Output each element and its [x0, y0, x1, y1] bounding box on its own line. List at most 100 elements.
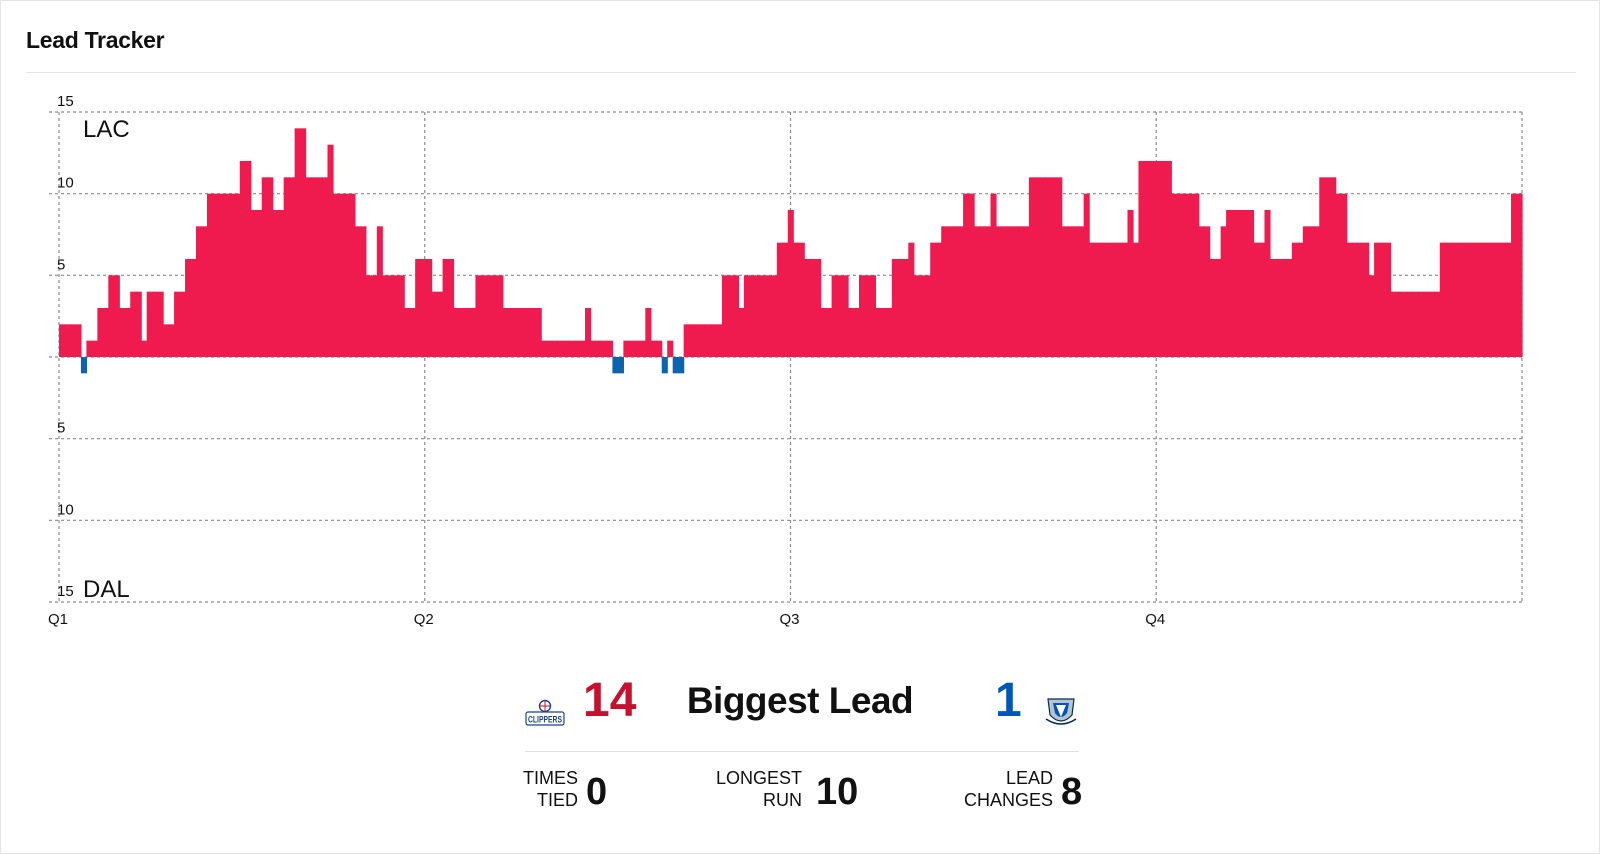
- quarter-label: Q4: [1145, 611, 1165, 628]
- lead-bar-lac: [1078, 226, 1085, 357]
- y-tick-label: 10: [57, 501, 74, 518]
- lead-bar-lac: [639, 340, 646, 357]
- lead-bar-lac: [1379, 242, 1386, 357]
- lead-bar-lac: [1237, 210, 1244, 357]
- lead-bar-lac: [858, 275, 866, 357]
- lead-bar-lac: [272, 210, 279, 357]
- lead-bar-lac: [508, 308, 515, 357]
- lead-bar-lac: [1050, 177, 1057, 357]
- home-biggest-lead: 14: [583, 674, 637, 727]
- lead-bar-lac: [990, 193, 997, 357]
- lead-bar-lac: [228, 193, 235, 357]
- lead-bar-lac: [289, 177, 296, 357]
- lead-bar-lac: [1045, 177, 1052, 357]
- lead-bar-lac: [261, 177, 268, 357]
- lead-bar-lac: [1335, 193, 1342, 357]
- lead-bar-lac: [1275, 259, 1282, 357]
- lead-bar-lac: [530, 308, 537, 357]
- lead-bar-lac: [404, 308, 411, 357]
- lead-bar-lac: [1428, 291, 1435, 357]
- lead-bar-lac: [1187, 193, 1194, 357]
- lead-bar-lac: [234, 193, 241, 357]
- lead-bar-lac: [1434, 291, 1441, 357]
- lead-bar-lac: [535, 308, 542, 357]
- lead-bar-lac: [513, 308, 520, 357]
- lead-bar-lac: [1330, 177, 1337, 357]
- lead-bar-lac: [1226, 210, 1233, 357]
- lead-bar-lac: [1494, 242, 1501, 357]
- lead-bar-lac: [91, 340, 98, 357]
- lead-bar-lac: [223, 193, 230, 357]
- lead-bar-lac: [349, 193, 356, 357]
- lead-bar-lac: [1056, 177, 1063, 357]
- lead-bar-lac: [1450, 242, 1457, 357]
- lead-bar-lac: [1456, 242, 1463, 357]
- lead-bar-lac: [1116, 242, 1123, 357]
- lead-bar-lac: [163, 324, 170, 357]
- lead-bar-lac: [623, 340, 630, 357]
- chart-labels: 15 10 5 5 10 15 LAC DAL Q1 Q2 Q3 Q4: [48, 93, 1165, 628]
- lead-bar-lac: [853, 308, 860, 357]
- lead-tracker-chart: 15 10 5 5 10 15 LAC DAL Q1 Q2 Q3 Q4: [48, 93, 1523, 628]
- lead-bar-lac: [168, 324, 175, 357]
- card-title: Lead Tracker: [26, 27, 165, 53]
- lead-bar-lac: [563, 340, 570, 357]
- lead-bar-lac: [864, 275, 871, 357]
- lead-bar-lac: [1248, 210, 1255, 357]
- lead-bar-lac: [541, 340, 548, 357]
- lead-bar-lac: [502, 308, 509, 357]
- lead-bar-lac: [1461, 242, 1468, 357]
- lead-bar-lac: [1352, 242, 1359, 357]
- lead-bar-lac: [842, 275, 849, 357]
- lead-bar-lac: [332, 193, 340, 357]
- lead-bar-lac: [809, 259, 816, 357]
- lead-bar-lac: [1215, 259, 1222, 357]
- lead-bar-lac: [212, 193, 219, 357]
- lead-bar-lac: [442, 259, 449, 357]
- lead-bar-lac: [754, 275, 761, 357]
- lead-bar-lac: [738, 308, 745, 357]
- lead-bar-dal: [80, 357, 87, 374]
- lead-bar-dal: [661, 357, 668, 374]
- lead-bar-lac: [157, 291, 164, 357]
- lead-bar-lac: [1357, 242, 1364, 357]
- lead-bar-lac: [1034, 177, 1041, 357]
- biggest-lead-label: Biggest Lead: [686, 680, 914, 721]
- lead-bar-lac: [415, 259, 422, 357]
- y-tick-label: 15: [57, 583, 74, 600]
- lead-bar-lac: [1143, 161, 1151, 357]
- lead-bar-lac: [1138, 161, 1145, 357]
- times-tied-label: Times Tied: [522, 768, 578, 810]
- lead-bar-dal: [617, 357, 624, 374]
- lead-bar-lac: [519, 308, 526, 357]
- lead-bar-lac: [1505, 242, 1512, 357]
- lead-bar-lac: [1006, 226, 1014, 357]
- lead-bar-lac: [985, 226, 992, 357]
- lead-bar-lac: [409, 308, 416, 357]
- lead-bar-lac: [453, 308, 460, 357]
- lead-bar-lac: [75, 324, 82, 357]
- lead-bar-lac: [1165, 161, 1172, 357]
- y-tick-label: 10: [57, 175, 74, 192]
- lead-bar-lac: [1319, 177, 1326, 357]
- lead-bar-lac: [256, 210, 263, 357]
- lead-bar-lac: [1423, 291, 1430, 357]
- lead-bar-lac: [1483, 242, 1490, 357]
- lead-bar-lac: [804, 259, 811, 357]
- lead-bar-lac: [1390, 291, 1397, 357]
- lead-bar-lac: [1258, 242, 1266, 357]
- lead-bar-lac: [1253, 242, 1260, 357]
- lead-bar-lac: [793, 242, 800, 357]
- lead-bar-lac: [749, 275, 756, 357]
- lead-bar-lac: [360, 226, 367, 357]
- lead-bar-lac: [1182, 193, 1189, 357]
- lead-bar-lac: [1439, 242, 1446, 357]
- lead-bar-lac: [946, 226, 953, 357]
- lead-bar-lac: [480, 275, 487, 357]
- lead-bar-lac: [1467, 242, 1474, 357]
- lead-bar-lac: [1149, 161, 1156, 357]
- lead-bar-lac: [1346, 242, 1353, 357]
- lead-bar-lac: [190, 259, 197, 357]
- lead-bar-lac: [913, 275, 920, 357]
- title-divider: [26, 72, 1576, 73]
